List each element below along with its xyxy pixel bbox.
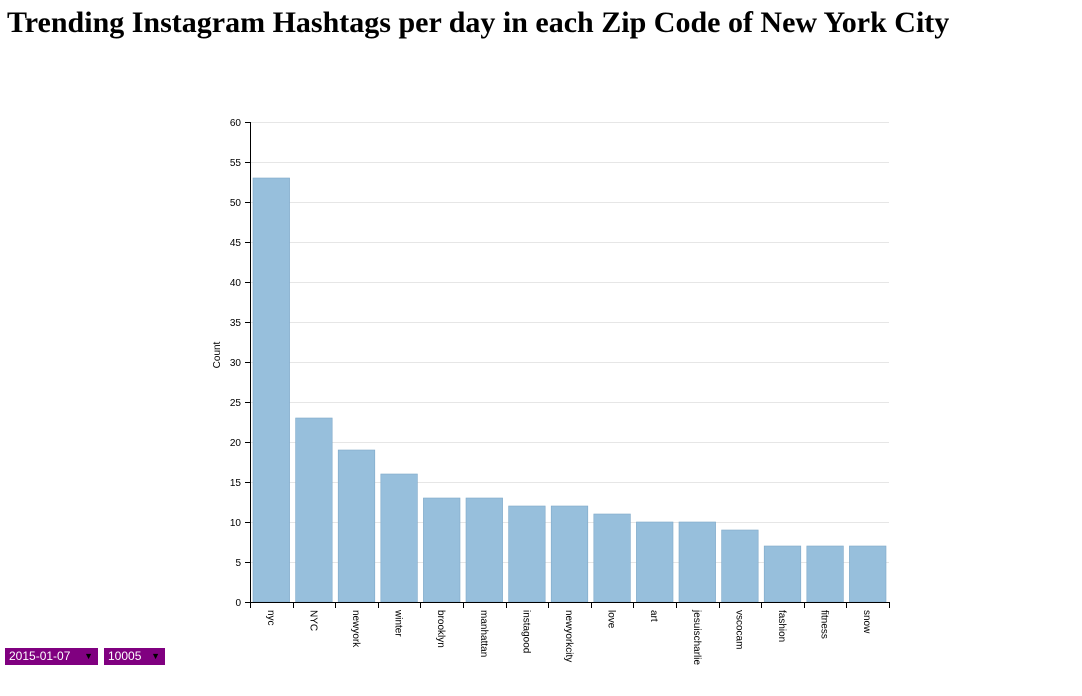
bar-NYC (295, 417, 333, 603)
x-tick-label: snow (861, 610, 872, 634)
y-axis-title: Count (212, 341, 223, 368)
y-tick-label: 60 (230, 118, 242, 129)
zip-select[interactable]: 10005 ▼ (104, 648, 165, 665)
bar-brooklyn (423, 497, 461, 603)
x-tick-label: fitness (819, 610, 830, 639)
page-title: Trending Instagram Hashtags per day in e… (7, 6, 950, 39)
y-tick-label: 55 (230, 158, 242, 169)
triangle-down-icon: ▼ (84, 651, 93, 661)
x-tick-label: art (648, 610, 659, 622)
y-tick-label: 50 (230, 198, 242, 209)
y-tick-label: 20 (230, 438, 242, 449)
bar-instagood (508, 505, 546, 603)
y-tick-label: 10 (230, 518, 242, 529)
filter-controls: 2015-01-07 ▼ 10005 ▼ (5, 648, 165, 665)
x-tick-label: brooklyn (435, 610, 446, 648)
bar-nyc (252, 177, 290, 603)
y-tick-label: 25 (230, 398, 242, 409)
x-tick-label: fashion (776, 610, 787, 642)
x-tick-label: NYC (307, 610, 318, 631)
x-tick-label: jesuischarlie (691, 609, 702, 665)
y-tick-label: 45 (230, 238, 242, 249)
axes: 0 5 10 15 20 25 30 35 40 45 50 55 60 nyc NYC newyork win… (230, 118, 890, 665)
bar-art (636, 521, 674, 603)
y-tick-label: 35 (230, 318, 242, 329)
bar-love (593, 513, 631, 603)
bar-fitness (806, 545, 844, 603)
bar-newyork (337, 449, 376, 603)
bar-newyorkcity (550, 505, 589, 603)
x-tick-label: love (606, 610, 617, 629)
triangle-down-icon: ▼ (151, 651, 160, 661)
x-tick-label: vscocam (733, 610, 744, 649)
bar-snow (849, 545, 887, 603)
x-tick-label: nyc (265, 610, 276, 626)
bar-fashion (763, 545, 802, 603)
x-tick-label: instagood (520, 610, 531, 653)
date-select[interactable]: 2015-01-07 ▼ (5, 648, 98, 665)
zip-select-value: 10005 (108, 649, 142, 663)
x-tick-label: winter (393, 609, 404, 637)
bar-manhattan (465, 497, 503, 603)
x-tick-label: manhattan (478, 610, 489, 657)
x-tick-label: newyorkcity (563, 610, 574, 662)
y-tick-label: 40 (230, 278, 242, 289)
bar-jesuischarlie (678, 521, 716, 603)
bar-winter (380, 473, 418, 603)
date-select-value: 2015-01-07 (9, 649, 71, 663)
y-tick-label: 15 (230, 478, 242, 489)
x-tick-label: newyork (350, 610, 361, 648)
y-tick-label: 0 (235, 598, 241, 609)
y-tick-label: 5 (235, 558, 241, 569)
bars (252, 177, 887, 603)
bar-vscocam (721, 529, 759, 603)
y-tick-label: 30 (230, 358, 242, 369)
